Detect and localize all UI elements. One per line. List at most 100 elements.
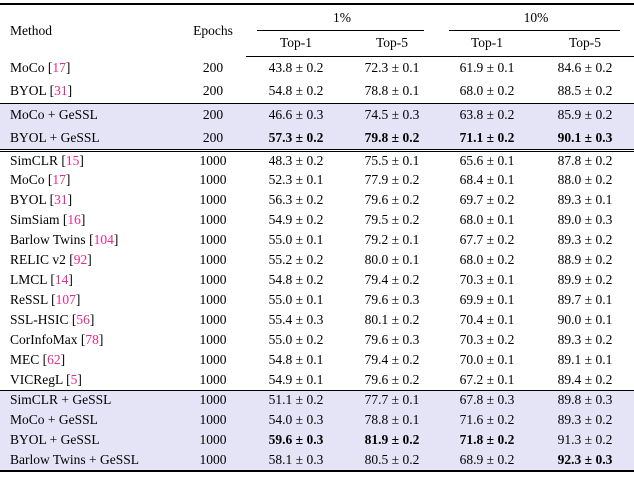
table-row: BYOL + GeSSL 200 57.3 ± 0.2 79.8 ± 0.2 71.1 …	[0, 126, 634, 150]
value-cell: 80.0 ± 0.1	[364, 252, 420, 267]
value-cell: 71.8 ± 0.2	[438, 430, 536, 450]
epochs-cell: 1000	[180, 389, 246, 410]
method-name: BYOL + GeSSL	[10, 129, 100, 145]
value-cell: 74.5 ± 0.3	[346, 102, 438, 127]
method-cell: MEC [62]	[10, 352, 66, 367]
value-cell: 68.0 ± 0.1	[459, 212, 515, 227]
value-cell: 88.0 ± 0.2	[557, 172, 613, 187]
value-cell: 58.1 ± 0.3	[246, 450, 346, 470]
epochs-cell: 200	[202, 59, 224, 75]
value-cell: 68.9 ± 0.2	[438, 450, 536, 470]
value-cell: 61.9 ± 0.1	[459, 60, 515, 75]
value-cell: 89.0 ± 0.3	[557, 212, 613, 227]
value-cell: 80.5 ± 0.2	[346, 450, 438, 470]
value-cell: 70.3 ± 0.1	[459, 272, 515, 287]
value-cell: 81.9 ± 0.2	[346, 430, 438, 450]
citation-link[interactable]: 5	[70, 371, 78, 387]
value-cell: 55.0 ± 0.1	[268, 292, 324, 307]
value-cell: 89.3 ± 0.2	[536, 410, 634, 430]
column-header-top1-10pct: Top-1	[438, 31, 536, 57]
value-cell: 57.3 ± 0.2	[246, 126, 346, 150]
table-row: MoCo [17] 1000 52.3 ± 0.1 77.9 ± 0.2 68.4 ± …	[0, 170, 634, 190]
table-row: BYOL [31] 200 54.8 ± 0.2 78.8 ± 0.1 68.0 ± 0…	[0, 80, 634, 104]
sub-header-row: Top-1 Top-5 Top-1 Top-5	[0, 31, 634, 57]
citation-link[interactable]: 92	[73, 252, 88, 267]
table-row: RELIC v2 [92] 1000 55.2 ± 0.2 80.0 ± 0.1 68.…	[0, 250, 634, 270]
citation-link[interactable]: 17	[52, 172, 66, 187]
value-cell: 78.8 ± 0.1	[346, 410, 438, 430]
value-cell: 46.6 ± 0.3	[246, 102, 346, 127]
citation-link[interactable]: 56	[76, 312, 90, 327]
value-cell: 75.5 ± 0.1	[346, 148, 438, 170]
value-cell: 55.0 ± 0.1	[268, 232, 324, 247]
citation-link[interactable]: 16	[67, 212, 81, 227]
table-row: Barlow Twins [104] 1000 55.0 ± 0.1 79.2 ± 0…	[0, 230, 634, 250]
value-cell: 71.1 ± 0.2	[438, 126, 536, 150]
value-cell: 79.6 ± 0.2	[364, 371, 420, 387]
epochs-cell: 200	[202, 83, 224, 98]
value-cell: 70.3 ± 0.2	[459, 332, 515, 347]
method-name: MoCo + GeSSL	[10, 412, 98, 427]
citation-link[interactable]: 62	[47, 352, 61, 367]
epochs-cell: 1000	[199, 252, 227, 267]
value-cell: 79.6 ± 0.3	[364, 332, 420, 347]
table-row: MoCo [17] 200 43.8 ± 0.2 72.3 ± 0.1 61.9 ± 0…	[0, 56, 634, 80]
group-header-row: Method Epochs 1% 10%	[0, 5, 634, 38]
value-cell: 68.0 ± 0.2	[459, 83, 515, 98]
method-cell: ReSSL [107]	[10, 292, 81, 307]
value-cell: 90.1 ± 0.3	[536, 126, 634, 150]
epochs-cell: 1000	[199, 352, 227, 367]
value-cell: 69.9 ± 0.1	[459, 292, 515, 307]
method-name: SimCLR + GeSSL	[10, 392, 112, 408]
citation-link[interactable]: 31	[54, 83, 68, 98]
method-cell: SimCLR + GeSSL	[0, 389, 180, 410]
method-cell: SimSiam [16]	[10, 212, 86, 227]
epochs-cell: 200	[180, 102, 246, 127]
value-cell: 43.8 ± 0.2	[268, 60, 324, 75]
citation-link[interactable]: 107	[55, 292, 76, 307]
table-row: Barlow Twins + GeSSL 1000 58.1 ± 0.3 80.5 ±…	[0, 450, 634, 470]
method-name: SimSiam	[10, 212, 60, 227]
epochs-cell: 1000	[199, 272, 227, 287]
value-cell: 68.4 ± 0.1	[459, 172, 515, 187]
value-cell: 87.8 ± 0.2	[536, 148, 634, 170]
value-cell: 89.3 ± 0.2	[557, 232, 613, 247]
epochs-cell: 1000	[199, 192, 227, 207]
table-row: CorInfoMax [78] 1000 55.0 ± 0.2 79.6 ± 0.3 7…	[0, 330, 634, 350]
value-cell: 89.8 ± 0.3	[536, 389, 634, 410]
method-cell: Barlow Twins [104]	[10, 232, 119, 247]
citation-link[interactable]: 14	[54, 272, 69, 287]
value-cell: 70.0 ± 0.1	[459, 352, 515, 367]
epochs-cell: 1000	[180, 148, 246, 170]
citation-link[interactable]: 15	[65, 152, 80, 168]
table-row: LMCL [14] 1000 54.8 ± 0.2 79.4 ± 0.2 70.3 ± …	[0, 270, 634, 290]
value-cell: 54.8 ± 0.1	[268, 352, 324, 367]
value-cell: 54.0 ± 0.3	[246, 410, 346, 430]
method-cell: SimCLR [15]	[0, 148, 180, 170]
method-name: RELIC v2	[10, 252, 66, 267]
citation-link[interactable]: 17	[52, 59, 66, 75]
value-cell: 77.9 ± 0.2	[364, 172, 420, 187]
table-row: BYOL + GeSSL 1000 59.6 ± 0.3 81.9 ± 0.2 71.8…	[0, 430, 634, 450]
citation-link[interactable]: 78	[85, 332, 99, 347]
value-cell: 89.3 ± 0.2	[557, 332, 613, 347]
value-cell: 55.0 ± 0.2	[268, 332, 324, 347]
value-cell: 89.3 ± 0.1	[557, 192, 613, 207]
method-name: VICRegL	[10, 371, 63, 387]
table-row: SimCLR + GeSSL 1000 51.1 ± 0.2 77.7 ± 0.1 67…	[0, 389, 634, 410]
method-name: MoCo	[10, 59, 45, 75]
table-header: Method Epochs 1% 10% Top-1 Top-5 Top-1 T…	[0, 5, 634, 57]
method-cell: SSL-HSIC [56]	[10, 312, 95, 327]
epochs-cell: 1000	[180, 410, 246, 430]
table-row: MoCo + GeSSL 200 46.6 ± 0.3 74.5 ± 0.3 63.8 …	[0, 102, 634, 127]
table-row: MEC [62] 1000 54.8 ± 0.1 79.4 ± 0.2 70.0 ± 0…	[0, 350, 634, 370]
citation-link[interactable]: 104	[93, 232, 114, 247]
citation-link[interactable]: 31	[54, 192, 68, 207]
results-table: Method Epochs 1% 10% Top-1 Top-5 Top-1 T…	[0, 5, 634, 470]
value-cell: 79.4 ± 0.2	[364, 352, 420, 367]
method-name: MoCo	[10, 172, 45, 187]
value-cell: 79.5 ± 0.2	[364, 212, 420, 227]
value-cell: 55.2 ± 0.2	[268, 252, 324, 267]
method-cell: BYOL [31]	[10, 192, 73, 207]
method-name: Barlow Twins + GeSSL	[10, 452, 140, 467]
